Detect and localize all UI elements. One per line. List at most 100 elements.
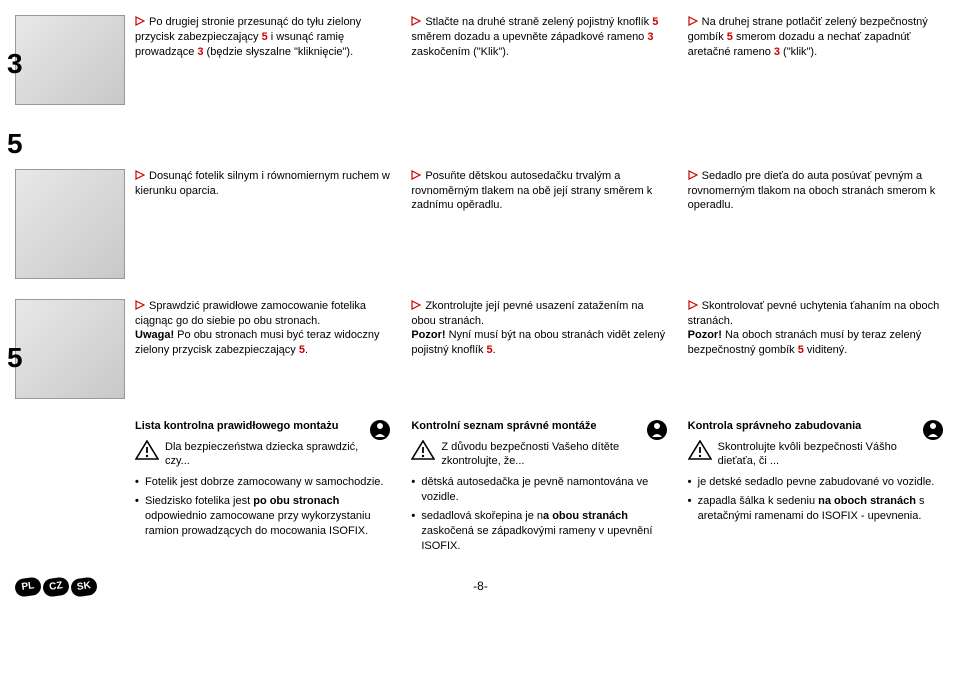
col-pl: Po drugiej stronie przesunąć do tyłu zie…	[135, 15, 391, 105]
arrow-icon	[411, 300, 421, 310]
bullet-item: •je detské sedadlo pevne zabudované vo v…	[688, 475, 944, 490]
warning-triangle-icon	[688, 440, 712, 460]
text: Siedzisko fotelika jest	[145, 495, 253, 507]
bullet-text: Fotelik jest dobrze zamocowany w samocho…	[145, 475, 383, 490]
col-sk: Skontrolovať pevné uchytenia ťahaním na …	[688, 299, 944, 399]
step-image	[15, 169, 125, 279]
instruction-row-3: 5 Sprawdzić prawidłowe zamocowanie fotel…	[15, 299, 944, 399]
step-image-cell	[15, 169, 135, 279]
text: odpowiednio zamocowane przy wykorzystani…	[145, 510, 371, 537]
warning-label: Pozor!	[688, 329, 722, 341]
bullet-text: dětská autosedačka je pevně namontována …	[421, 475, 667, 505]
col-sk: Na druhej strane potlačiť zelený bezpečn…	[688, 15, 944, 105]
bold-text: na oboch stranách	[818, 495, 916, 507]
bullet-item: •dětská autosedačka je pevně namontována…	[411, 475, 667, 505]
bullet-text: zapadla šálka k sedeniu na oboch stranác…	[698, 494, 944, 524]
arrow-icon	[411, 170, 421, 180]
bullet-dot: •	[135, 475, 145, 490]
col-pl: Dosunąć fotelik silnym i równomiernym ru…	[135, 169, 391, 279]
text: viditený.	[804, 344, 847, 356]
text: Zkontrolujte její pevné usazení zatažení…	[411, 300, 643, 327]
step-image	[15, 15, 125, 105]
step-image-cell: 5	[15, 299, 135, 399]
col-cz: Posuňte dětskou autosedačku trvalým a ro…	[411, 169, 667, 279]
step-number: 5	[7, 125, 23, 163]
warning-row: Dla bezpieczeństwa dziecka sprawdzić, cz…	[135, 440, 365, 470]
col-cz: Stlačte na druhé straně zelený pojistný …	[411, 15, 667, 105]
arrow-icon	[411, 16, 421, 26]
text: Sprawdzić prawidłowe zamocowanie fotelik…	[135, 300, 366, 327]
text: Sedadlo pre dieťa do auta posúvať pevným…	[688, 170, 936, 212]
page-number: -8-	[97, 578, 864, 594]
text: ("klik").	[780, 46, 817, 58]
warning-triangle-icon	[411, 440, 435, 460]
step-image-cell: 3	[15, 15, 135, 105]
bullet-dot: •	[688, 475, 698, 490]
bullet-item: •Siedzisko fotelika jest po obu stronach…	[135, 494, 391, 539]
step-label-row: 5	[15, 125, 944, 163]
instruction-row-2: Dosunąć fotelik silnym i równomiernym ru…	[15, 169, 944, 279]
arrow-icon	[688, 300, 698, 310]
lang-badge-sk: SK	[70, 576, 98, 597]
lang-badge-pl: PL	[14, 576, 42, 597]
col-cz: Kontrolní seznam správné montáže Z důvod…	[411, 419, 667, 558]
bullet-dot: •	[135, 494, 145, 539]
step-image	[15, 299, 125, 399]
warning-row: Z důvodu bezpečnosti Vašeho dítěte zkont…	[411, 440, 641, 470]
checklist-heading: Kontrolní seznam správné montáže	[411, 419, 667, 434]
arrow-icon	[135, 300, 145, 310]
text: zaskočená se západkovými rameny v upevně…	[421, 525, 652, 552]
bullet-item: •Fotelik jest dobrze zamocowany w samoch…	[135, 475, 391, 490]
child-seat-icon	[922, 419, 944, 441]
bold-text: a obou stranách	[543, 510, 628, 522]
col-pl: Lista kontrolna prawidłowego montażu Dla…	[135, 419, 391, 558]
ref-num: 5	[652, 16, 658, 28]
warning-text: Z důvodu bezpečnosti Vašeho dítěte zkont…	[441, 440, 641, 470]
text-columns: Lista kontrolna prawidłowego montażu Dla…	[135, 419, 944, 558]
text: směrem dozadu a upevněte západkové ramen…	[411, 31, 647, 43]
bold-text: po obu stronach	[253, 495, 339, 507]
step-number: 3	[7, 45, 23, 83]
arrow-icon	[688, 170, 698, 180]
instruction-row-1: 3 Po drugiej stronie przesunąć do tyłu z…	[15, 15, 944, 105]
warning-text: Skontrolujte kvôli bezpečnosti Vášho die…	[718, 440, 918, 470]
text: Dosunąć fotelik silnym i równomiernym ru…	[135, 170, 390, 197]
ref-num: 3	[647, 31, 653, 43]
warning-label: Pozor!	[411, 329, 445, 341]
warning-triangle-icon	[135, 440, 159, 460]
lang-badge-cz: CZ	[42, 576, 70, 597]
bullet-item: •zapadla šálka k sedeniu na oboch straná…	[688, 494, 944, 524]
text-columns: Sprawdzić prawidłowe zamocowanie fotelik…	[135, 299, 944, 399]
text: (będzie słyszalne "kliknięcie").	[204, 46, 354, 58]
text: Skontrolovať pevné uchytenia ťahaním na …	[688, 300, 940, 327]
text: Nyní musí být na obou stranách vidět zel…	[411, 329, 665, 356]
col-sk: Sedadlo pre dieťa do auta posúvať pevným…	[688, 169, 944, 279]
bullet-text: Siedzisko fotelika jest po obu stronach …	[145, 494, 391, 539]
arrow-icon	[135, 170, 145, 180]
col-pl: Sprawdzić prawidłowe zamocowanie fotelik…	[135, 299, 391, 399]
text-columns: Dosunąć fotelik silnym i równomiernym ru…	[135, 169, 944, 279]
arrow-icon	[688, 16, 698, 26]
child-seat-icon	[369, 419, 391, 441]
text: Stlačte na druhé straně zelený pojistný …	[425, 16, 652, 28]
text-columns: Po drugiej stronie przesunąć do tyłu zie…	[135, 15, 944, 105]
empty-image-cell	[15, 419, 135, 558]
warning-text: Dla bezpieczeństwa dziecka sprawdzić, cz…	[165, 440, 365, 470]
bullet-dot: •	[411, 475, 421, 505]
bullet-text: sedadlová skořepina je na obou stranách …	[421, 509, 667, 554]
checklist-heading: Lista kontrolna prawidłowego montażu	[135, 419, 391, 434]
text: .	[305, 344, 308, 356]
page-footer: PL CZ SK -8-	[15, 578, 944, 596]
text: zaskočením ("Klik").	[411, 46, 509, 58]
checklist-heading: Kontrola správneho zabudovania	[688, 419, 944, 434]
text: .	[493, 344, 496, 356]
child-seat-icon	[646, 419, 668, 441]
bullet-dot: •	[411, 509, 421, 554]
warning-row: Skontrolujte kvôli bezpečnosti Vášho die…	[688, 440, 918, 470]
checklist-row: Lista kontrolna prawidłowego montażu Dla…	[15, 419, 944, 558]
language-badges: PL CZ SK	[15, 578, 97, 596]
text: Posuňte dětskou autosedačku trvalým a ro…	[411, 170, 652, 212]
step-number: 5	[7, 339, 23, 377]
text: sedadlová skořepina je n	[421, 510, 543, 522]
col-sk: Kontrola správneho zabudovania Skontrolu…	[688, 419, 944, 558]
